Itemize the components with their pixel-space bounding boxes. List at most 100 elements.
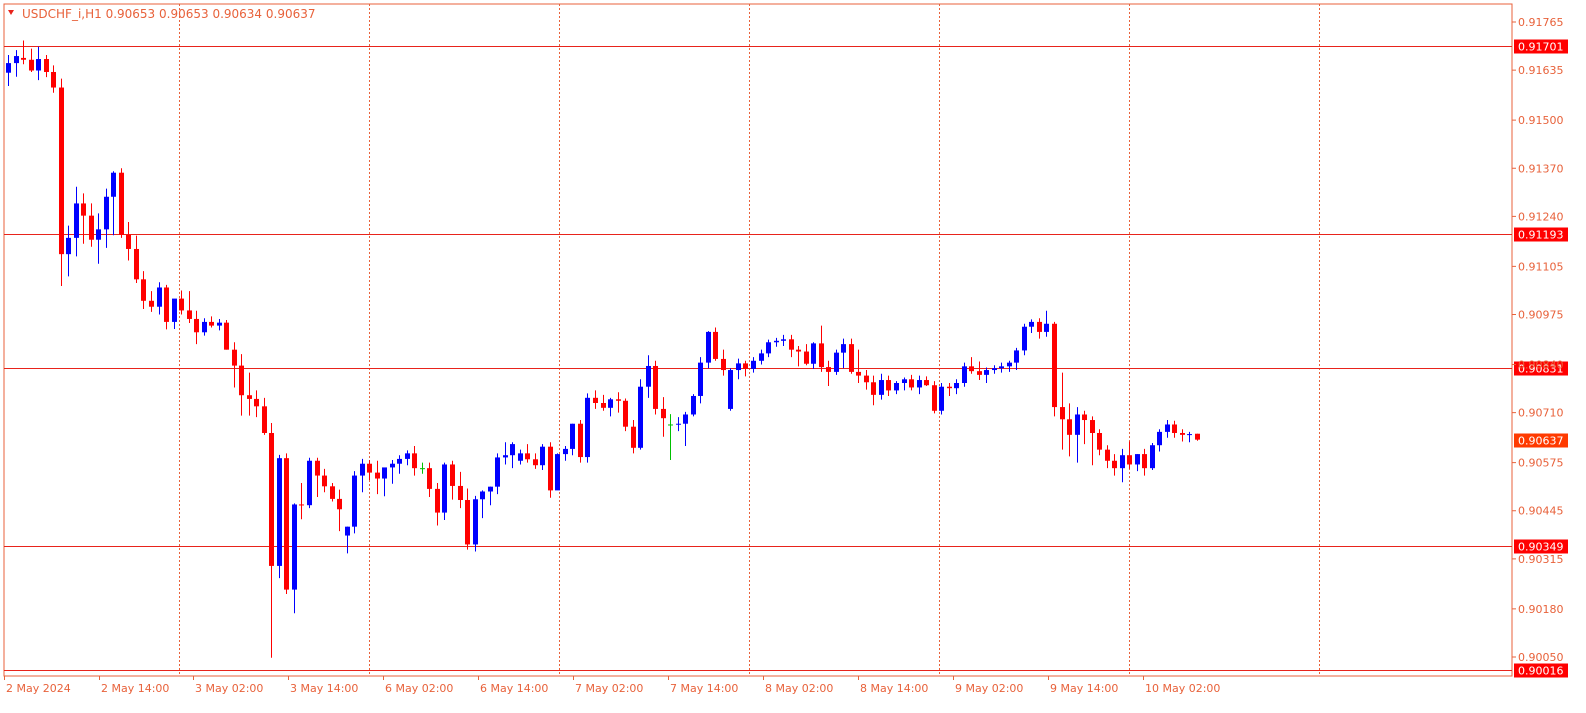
candle-body bbox=[172, 298, 177, 322]
candle-body bbox=[932, 385, 937, 411]
candle-body bbox=[21, 57, 26, 60]
candle-body bbox=[646, 365, 651, 387]
x-tick-label: 9 May 14:00 bbox=[1050, 682, 1118, 695]
candle-body bbox=[826, 367, 831, 372]
candle-body bbox=[548, 446, 553, 491]
candle-body bbox=[217, 322, 222, 326]
x-tick-label: 8 May 14:00 bbox=[860, 682, 928, 695]
candle-body bbox=[728, 370, 733, 409]
candle-body bbox=[789, 339, 794, 350]
candle-body bbox=[834, 352, 839, 372]
y-tick-label: 0.90050 bbox=[1518, 651, 1564, 664]
level-label: 0.91701 bbox=[1518, 41, 1564, 54]
candle-body bbox=[1075, 414, 1080, 435]
x-tick-label: 6 May 14:00 bbox=[480, 682, 548, 695]
candle-body bbox=[337, 498, 342, 510]
x-tick-label: 3 May 14:00 bbox=[290, 682, 358, 695]
candle-body bbox=[631, 426, 636, 448]
y-tick-label: 0.91240 bbox=[1518, 210, 1564, 223]
candle-body bbox=[96, 229, 101, 240]
candle-body bbox=[601, 403, 606, 408]
candle-body bbox=[29, 59, 34, 71]
candle-body bbox=[962, 366, 967, 384]
candle-body bbox=[954, 383, 959, 389]
candle-body bbox=[51, 71, 56, 88]
level-badge bbox=[1514, 39, 1568, 54]
candle-body bbox=[1157, 431, 1162, 446]
candle-body bbox=[1097, 432, 1102, 450]
candle-body bbox=[1060, 407, 1065, 420]
candle-body bbox=[59, 87, 64, 255]
y-tick-label: 0.90180 bbox=[1518, 603, 1564, 616]
x-tick-label: 2 May 14:00 bbox=[101, 682, 169, 695]
candle-body bbox=[74, 203, 79, 238]
candle-body bbox=[661, 408, 666, 419]
candle-body bbox=[299, 504, 304, 506]
candle-body bbox=[367, 463, 372, 473]
candle-body bbox=[209, 321, 214, 326]
level-lines: 0.91701 0.91193 0.90831 0.90349 0.90016 bbox=[4, 39, 1568, 678]
candle-body bbox=[1112, 460, 1117, 469]
candle-body bbox=[841, 344, 846, 353]
candle-body bbox=[871, 382, 876, 395]
dropdown-triangle-icon bbox=[8, 10, 14, 15]
candle-body bbox=[811, 343, 816, 364]
candle-body bbox=[412, 453, 417, 469]
candle-body bbox=[465, 500, 470, 545]
x-tick-label: 9 May 02:00 bbox=[955, 682, 1023, 695]
candle-body bbox=[141, 279, 146, 301]
x-tick-label: 8 May 02:00 bbox=[765, 682, 833, 695]
candle-body bbox=[435, 488, 440, 513]
level-badge bbox=[1514, 663, 1568, 678]
candle-body bbox=[1150, 445, 1155, 469]
candle-body bbox=[992, 368, 997, 371]
candle-body bbox=[1172, 424, 1177, 433]
candle-body bbox=[894, 383, 899, 391]
level-label: 0.90016 bbox=[1518, 665, 1564, 678]
candle-body bbox=[1029, 321, 1034, 327]
candle-body bbox=[442, 464, 447, 513]
y-tick-label: 0.90575 bbox=[1518, 457, 1564, 470]
candle-body bbox=[1195, 433, 1200, 440]
candle-body bbox=[1187, 434, 1192, 436]
candle-body bbox=[879, 380, 884, 395]
candle-body bbox=[653, 365, 658, 409]
grid-layer bbox=[3, 3, 1513, 677]
candle-body bbox=[518, 453, 523, 461]
candle-body bbox=[345, 526, 350, 536]
candle-body bbox=[819, 343, 824, 368]
candle-body bbox=[247, 395, 252, 399]
candle-body bbox=[886, 380, 891, 391]
candle-body bbox=[540, 446, 545, 466]
candle-body bbox=[676, 423, 681, 425]
candle-body bbox=[1105, 449, 1110, 461]
candle-body bbox=[284, 458, 289, 590]
candle-body bbox=[984, 370, 989, 375]
candle-body bbox=[164, 287, 169, 322]
candle-body bbox=[796, 349, 801, 352]
candle-body bbox=[1067, 419, 1072, 435]
candle-body bbox=[736, 363, 741, 371]
candle-body bbox=[1090, 420, 1095, 433]
candle-body bbox=[104, 196, 109, 230]
axes: 0.91765 0.91635 0.91500 0.91370 0.91240 0.911… bbox=[4, 10, 1568, 695]
candle-body bbox=[939, 386, 944, 411]
candle-body bbox=[375, 472, 380, 479]
y-tick-label: 0.91370 bbox=[1518, 162, 1564, 175]
x-tick-label: 7 May 14:00 bbox=[670, 682, 738, 695]
candle-body bbox=[458, 485, 463, 501]
candle-body bbox=[360, 463, 365, 476]
candle-body bbox=[262, 406, 267, 433]
candle-body bbox=[503, 455, 508, 458]
candle-body bbox=[917, 380, 922, 388]
candle-body bbox=[585, 397, 590, 458]
candle-body bbox=[330, 486, 335, 499]
candle-body bbox=[89, 215, 94, 240]
y-tick-label: 0.91765 bbox=[1518, 16, 1564, 29]
current-price-badge bbox=[1514, 433, 1568, 448]
candle-body bbox=[774, 340, 779, 343]
candle-body bbox=[902, 379, 907, 384]
candle-body bbox=[1007, 362, 1012, 367]
